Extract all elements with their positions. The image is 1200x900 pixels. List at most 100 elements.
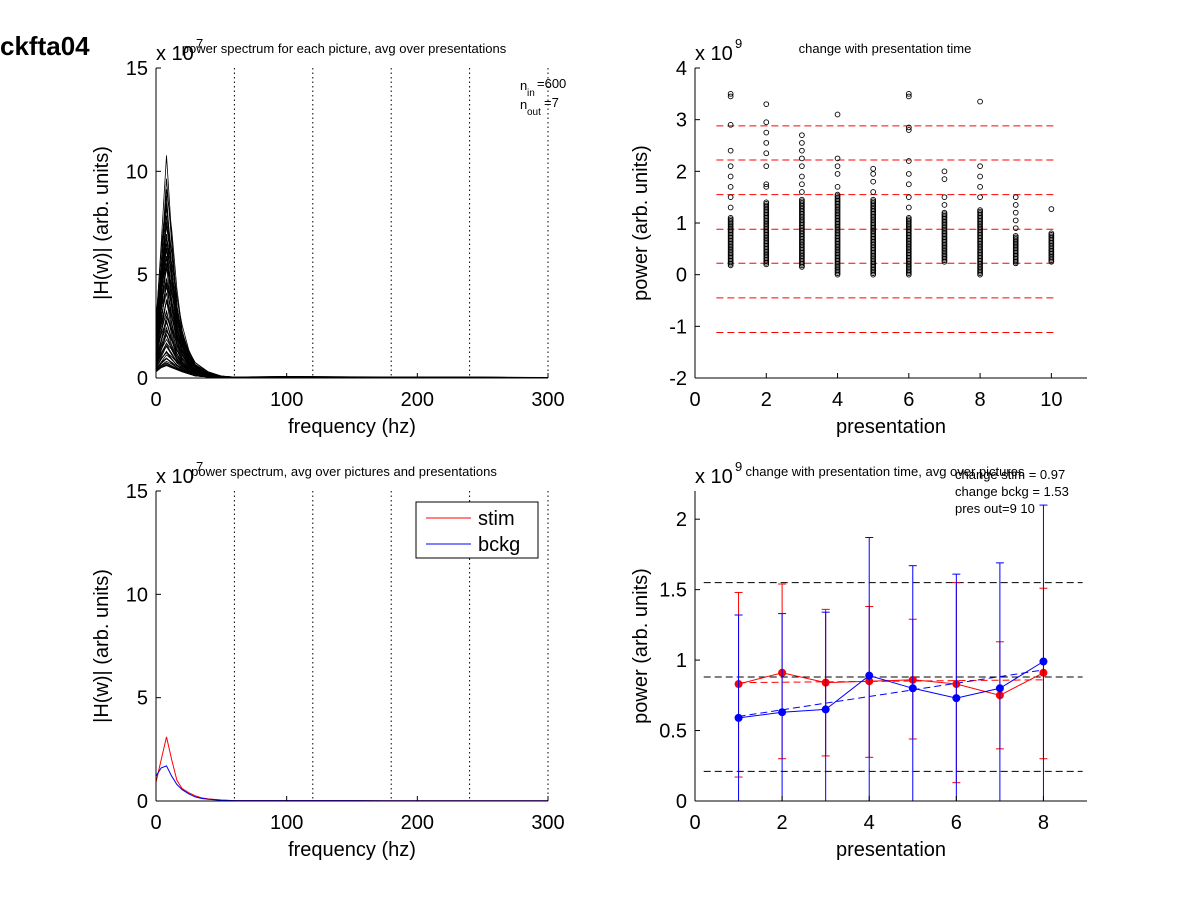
- data-point-bckg: [778, 708, 787, 717]
- data-point: [905, 214, 912, 221]
- data-point: [1012, 202, 1019, 208]
- x-tick-label: 4: [864, 812, 875, 834]
- y-tick-label: 2: [676, 161, 687, 183]
- data-point: [799, 196, 805, 203]
- spectrum-line: [155, 319, 549, 379]
- data-point: [1048, 206, 1055, 212]
- data-point: [834, 111, 841, 118]
- data-point: [799, 163, 805, 170]
- data-point: [763, 101, 770, 108]
- x-axis-label: presentation: [836, 416, 946, 438]
- spectrum-line: [155, 299, 549, 379]
- data-point: [834, 183, 841, 190]
- y-tick-label: 0: [676, 791, 687, 813]
- spectrum-line: [155, 315, 548, 379]
- x-axis-label: frequency (hz): [288, 839, 416, 861]
- data-point-bckg: [1039, 657, 1048, 666]
- spectrum-line: [155, 299, 549, 379]
- data-point: [763, 181, 770, 188]
- data-point: [977, 98, 983, 105]
- data-point: [941, 168, 948, 175]
- annotation-nout-n: n: [520, 97, 527, 112]
- data-point: [941, 209, 948, 216]
- x-tick-label: 4: [832, 389, 843, 411]
- axis-exponent: x 10: [695, 43, 733, 65]
- annotation-nin-value: =600: [537, 76, 566, 91]
- x-tick-label: 200: [401, 389, 434, 411]
- spectrum-line: [155, 267, 549, 378]
- series-line-bckg: [155, 765, 548, 802]
- data-point: [905, 93, 912, 100]
- x-tick-label: 0: [150, 812, 161, 834]
- data-point: [834, 193, 841, 199]
- series-line-bckg: [738, 661, 1044, 719]
- data-point-bckg: [908, 684, 917, 693]
- annotation-text: change stim = 0.97: [955, 467, 1065, 482]
- data-point: [1048, 230, 1055, 237]
- data-point: [799, 140, 805, 146]
- data-point: [763, 199, 770, 206]
- data-point: [727, 93, 734, 100]
- x-tick-label: 100: [270, 812, 303, 834]
- data-point: [763, 119, 770, 126]
- axis-exponent-power: 7: [196, 459, 203, 474]
- x-tick-label: 8: [975, 389, 986, 411]
- spectrum-line: [155, 233, 549, 378]
- y-tick-label: 5: [137, 688, 148, 710]
- spectrum-line: [155, 189, 549, 378]
- y-tick-label: 1: [676, 650, 687, 672]
- x-tick-label: 0: [150, 389, 161, 411]
- y-tick-label: 15: [126, 481, 148, 503]
- data-point: [763, 202, 770, 209]
- axis-exponent-power: 7: [196, 36, 203, 51]
- data-point: [727, 147, 734, 154]
- spectrum-line: [155, 333, 548, 379]
- legend-label-bckg: bckg: [478, 534, 520, 556]
- data-point: [1012, 233, 1019, 239]
- data-point: [905, 194, 912, 201]
- panel-spectrum-each-picture: 0 100 200 300 0 5 10 15 frequency (hz) |H(w)| (ar…: [91, 36, 566, 438]
- data-point: [977, 173, 983, 180]
- data-point: [977, 163, 983, 170]
- annotation-nout-sub: out: [527, 107, 541, 118]
- data-point: [799, 147, 805, 154]
- data-point: [727, 121, 734, 128]
- spectrum-line: [155, 300, 549, 379]
- axis-exponent-power: 9: [735, 36, 742, 51]
- trend-line-stim: [738, 679, 1044, 684]
- x-tick-label: 6: [903, 389, 914, 411]
- spectrum-line: [155, 278, 549, 378]
- data-point: [905, 204, 912, 211]
- data-point: [870, 171, 877, 177]
- data-point: [977, 183, 983, 190]
- x-axis-label: presentation: [836, 839, 946, 861]
- spectrum-line: [155, 330, 548, 379]
- y-tick-label: 2: [676, 509, 687, 531]
- y-tick-label: 15: [126, 58, 148, 80]
- data-point: [727, 194, 734, 201]
- data-point: [727, 173, 734, 180]
- spectrum-line: [155, 333, 548, 379]
- spectrum-line: [155, 286, 549, 378]
- spectrum-line: [155, 292, 549, 379]
- spectrum-line: [155, 311, 549, 379]
- data-point: [905, 171, 912, 177]
- data-point: [870, 189, 877, 195]
- x-tick-label: 100: [270, 389, 303, 411]
- data-point: [870, 198, 877, 205]
- spectrum-line: [155, 243, 549, 378]
- data-point: [799, 132, 805, 139]
- axis-exponent: x 10: [156, 466, 194, 488]
- spectrum-line: [155, 256, 549, 378]
- spectrum-line: [155, 195, 549, 378]
- spectrum-line: [155, 256, 549, 378]
- data-point: [941, 176, 948, 182]
- spectrum-line: [155, 215, 549, 378]
- spectrum-line: [155, 263, 549, 378]
- spectrum-line: [155, 345, 549, 379]
- spectrum-line: [155, 178, 549, 378]
- spectrum-line: [155, 326, 548, 379]
- data-point: [941, 202, 948, 208]
- y-tick-label: 0: [676, 265, 687, 287]
